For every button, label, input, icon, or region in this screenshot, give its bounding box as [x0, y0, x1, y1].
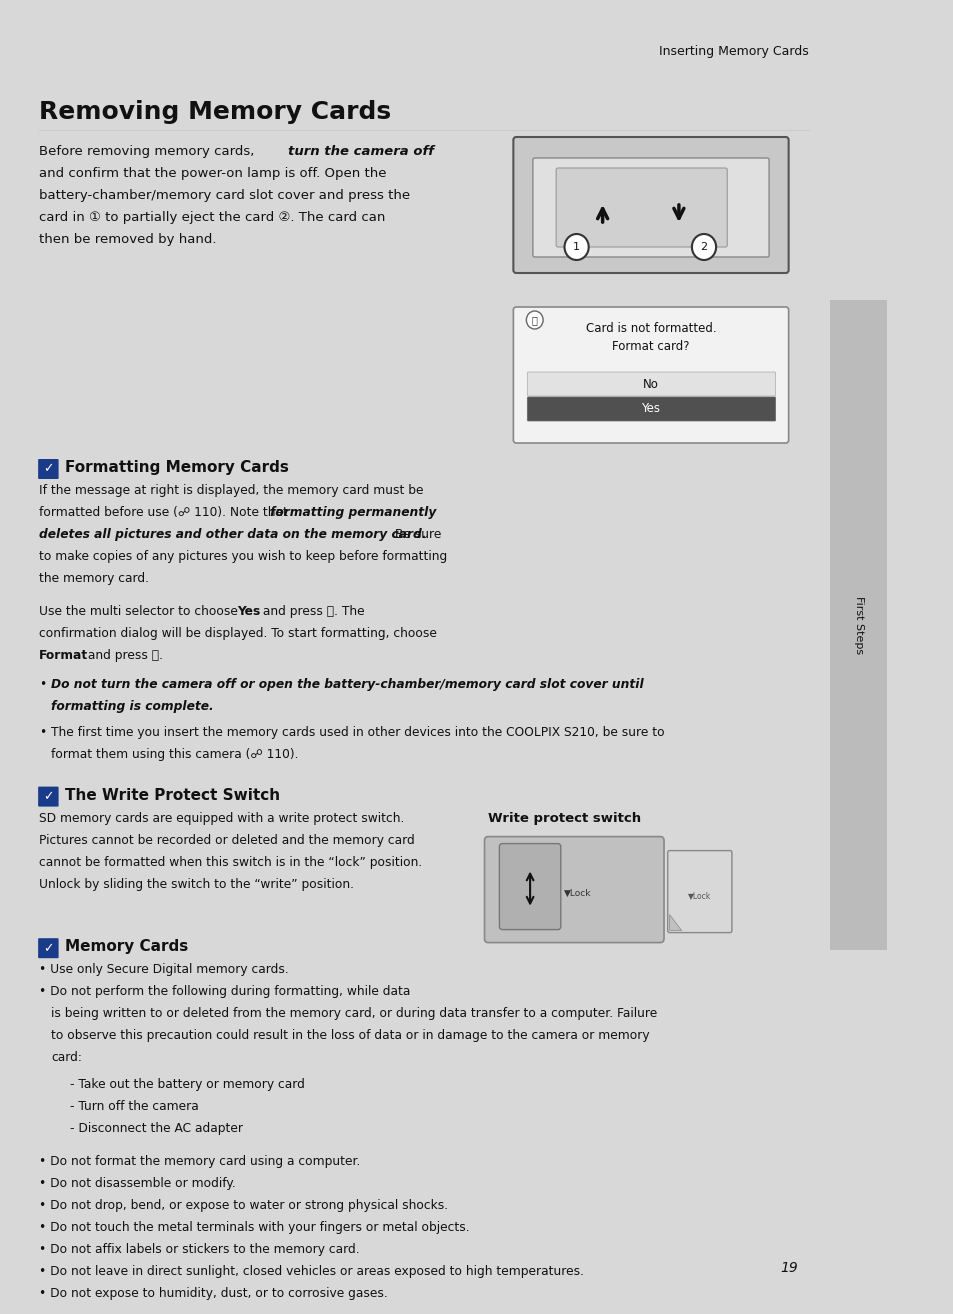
Text: Pictures cannot be recorded or deleted and the memory card: Pictures cannot be recorded or deleted a… [39, 833, 415, 846]
Text: No: No [642, 377, 659, 390]
Text: Removing Memory Cards: Removing Memory Cards [39, 100, 391, 124]
FancyBboxPatch shape [513, 307, 788, 443]
Text: 2: 2 [700, 242, 707, 252]
Text: • Do not expose to humidity, dust, or to corrosive gases.: • Do not expose to humidity, dust, or to… [39, 1286, 388, 1300]
FancyBboxPatch shape [527, 372, 775, 396]
Text: •: • [39, 678, 47, 691]
Text: Format card?: Format card? [612, 340, 689, 353]
Text: to make copies of any pictures you wish to keep before formatting: to make copies of any pictures you wish … [39, 551, 447, 562]
FancyBboxPatch shape [498, 844, 560, 929]
FancyBboxPatch shape [38, 787, 58, 807]
Polygon shape [669, 915, 681, 930]
FancyBboxPatch shape [667, 850, 731, 933]
Text: Do not turn the camera off or open the battery-chamber/memory card slot cover un: Do not turn the camera off or open the b… [51, 678, 643, 691]
Text: Formatting Memory Cards: Formatting Memory Cards [65, 460, 289, 474]
Text: formatting is complete.: formatting is complete. [51, 699, 213, 712]
Text: ⓘ: ⓘ [531, 315, 537, 325]
Circle shape [691, 234, 716, 260]
Text: battery-chamber/memory card slot cover and press the: battery-chamber/memory card slot cover a… [39, 189, 410, 202]
Text: • Do not disassemble or modify.: • Do not disassemble or modify. [39, 1176, 235, 1189]
Text: and press ⒪.: and press ⒪. [84, 649, 163, 662]
Text: • Do not touch the metal terminals with your fingers or metal objects.: • Do not touch the metal terminals with … [39, 1221, 469, 1234]
Text: ✓: ✓ [43, 463, 53, 476]
Text: ✓: ✓ [43, 942, 53, 955]
Text: SD memory cards are equipped with a write protect switch.: SD memory cards are equipped with a writ… [39, 812, 404, 825]
Text: Yes: Yes [237, 604, 260, 618]
Text: formatting permanently: formatting permanently [270, 506, 436, 519]
Text: 1: 1 [573, 242, 579, 252]
Text: format them using this camera (☍ 110).: format them using this camera (☍ 110). [51, 748, 298, 761]
Text: and press ⒪. The: and press ⒪. The [258, 604, 364, 618]
Text: card in ① to partially eject the card ②. The card can: card in ① to partially eject the card ②.… [39, 212, 385, 223]
Circle shape [564, 234, 588, 260]
Text: • Do not drop, bend, or expose to water or strong physical shocks.: • Do not drop, bend, or expose to water … [39, 1198, 448, 1212]
Text: turn the camera off: turn the camera off [288, 145, 434, 158]
Text: card:: card: [51, 1051, 82, 1064]
Text: - Disconnect the AC adapter: - Disconnect the AC adapter [70, 1122, 242, 1134]
Text: Inserting Memory Cards: Inserting Memory Cards [659, 46, 808, 59]
Text: ▼Lock: ▼Lock [563, 890, 591, 897]
Text: formatted before use (☍ 110). Note that: formatted before use (☍ 110). Note that [39, 506, 292, 519]
Bar [830, 300, 886, 950]
Text: The Write Protect Switch: The Write Protect Switch [65, 787, 280, 803]
Text: • Use only Secure Digital memory cards.: • Use only Secure Digital memory cards. [39, 963, 289, 976]
Text: •: • [39, 727, 47, 738]
Text: then be removed by hand.: then be removed by hand. [39, 233, 216, 246]
Text: is being written to or deleted from the memory card, or during data transfer to : is being written to or deleted from the … [51, 1008, 657, 1020]
Text: ▼Lock: ▼Lock [687, 891, 711, 900]
FancyBboxPatch shape [513, 137, 788, 273]
Text: to observe this precaution could result in the loss of data or in damage to the : to observe this precaution could result … [51, 1029, 649, 1042]
FancyBboxPatch shape [527, 397, 775, 420]
FancyBboxPatch shape [556, 168, 726, 247]
Text: • Do not format the memory card using a computer.: • Do not format the memory card using a … [39, 1155, 360, 1168]
Text: the memory card.: the memory card. [39, 572, 149, 585]
Text: • Do not perform the following during formatting, while data: • Do not perform the following during fo… [39, 986, 410, 999]
Text: - Take out the battery or memory card: - Take out the battery or memory card [70, 1077, 304, 1091]
Text: cannot be formatted when this switch is in the “lock” position.: cannot be formatted when this switch is … [39, 855, 422, 869]
Text: and confirm that the power-on lamp is off. Open the: and confirm that the power-on lamp is of… [39, 167, 386, 180]
Text: ✓: ✓ [43, 790, 53, 803]
Text: Memory Cards: Memory Cards [65, 940, 188, 954]
Text: Before removing memory cards,: Before removing memory cards, [39, 145, 258, 158]
Text: Use the multi selector to choose: Use the multi selector to choose [39, 604, 241, 618]
Bar [0, 0, 886, 68]
Text: Yes: Yes [640, 402, 659, 415]
FancyBboxPatch shape [38, 938, 58, 958]
Text: Write protect switch: Write protect switch [488, 812, 640, 825]
Text: • Do not affix labels or stickers to the memory card.: • Do not affix labels or stickers to the… [39, 1243, 359, 1256]
Text: - Turn off the camera: - Turn off the camera [70, 1100, 198, 1113]
Text: 19: 19 [780, 1261, 797, 1275]
Text: If the message at right is displayed, the memory card must be: If the message at right is displayed, th… [39, 484, 423, 497]
Text: Be sure: Be sure [390, 528, 440, 541]
FancyBboxPatch shape [484, 837, 663, 942]
FancyBboxPatch shape [533, 158, 768, 258]
Text: Card is not formatted.: Card is not formatted. [585, 322, 716, 335]
Text: confirmation dialog will be displayed. To start formatting, choose: confirmation dialog will be displayed. T… [39, 627, 436, 640]
Text: First Steps: First Steps [854, 597, 863, 654]
Text: • Do not leave in direct sunlight, closed vehicles or areas exposed to high temp: • Do not leave in direct sunlight, close… [39, 1264, 583, 1277]
Text: Unlock by sliding the switch to the “write” position.: Unlock by sliding the switch to the “wri… [39, 878, 354, 891]
Circle shape [526, 311, 542, 328]
Text: The first time you insert the memory cards used in other devices into the COOLPI: The first time you insert the memory car… [51, 727, 664, 738]
Text: deletes all pictures and other data on the memory card.: deletes all pictures and other data on t… [39, 528, 426, 541]
FancyBboxPatch shape [38, 459, 58, 480]
Text: Format: Format [39, 649, 88, 662]
